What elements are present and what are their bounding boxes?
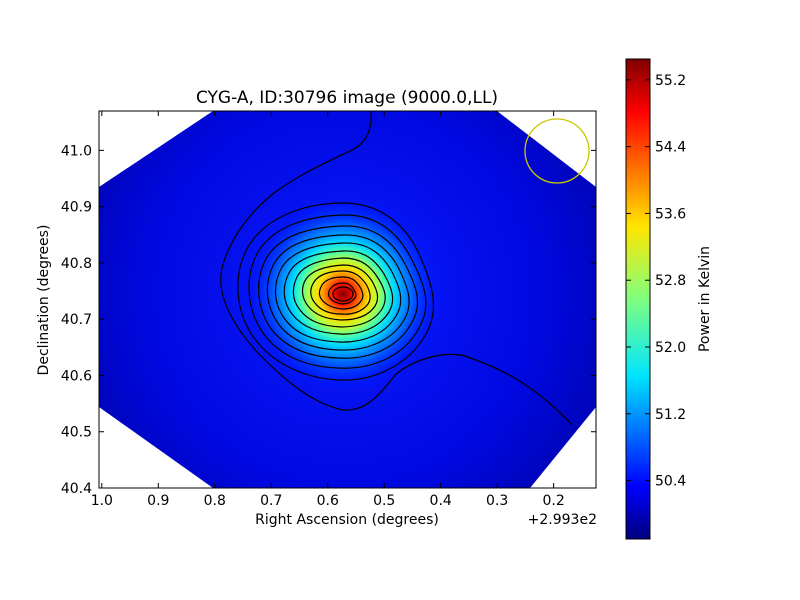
colorbar: 50.4 51.2 52.0 52.8 53.6 54.4 55.2 Power in Ke… — [625, 58, 713, 540]
x-axis-offset: +2.993e2 — [528, 512, 597, 528]
contour-10 — [310, 270, 371, 315]
contour-5 — [266, 234, 410, 351]
y-tick-label: 40.7 — [61, 312, 92, 328]
colorbar-tick-label: 52.8 — [655, 273, 686, 289]
y-tick-label: 41.0 — [61, 143, 92, 159]
colorbar-tick-label: 50.4 — [655, 474, 686, 490]
contour-3 — [248, 214, 427, 369]
colorbar-tick-label: 51.2 — [655, 407, 686, 423]
beam-circle — [524, 118, 590, 184]
contour-outer — [220, 111, 573, 426]
x-axis: 1.0 0.9 0.8 0.7 0.6 0.5 0.4 0.3 0.2 — [91, 111, 565, 509]
colorbar-tick-label: 53.6 — [655, 206, 686, 222]
contour-lines — [220, 111, 573, 426]
y-tick-label: 40.8 — [61, 256, 92, 272]
x-tick-label: 0.8 — [204, 493, 226, 509]
y-axis: 40.4 40.5 40.6 40.7 40.8 40.9 41.0 — [61, 143, 596, 497]
contour-7 — [283, 250, 394, 335]
contour-4 — [258, 225, 419, 359]
x-tick-label: 1.0 — [91, 493, 113, 509]
colorbar-tick-label: 54.4 — [655, 140, 686, 156]
plot-area — [98, 110, 597, 489]
x-tick-label: 0.3 — [486, 493, 508, 509]
contour-11 — [318, 276, 364, 310]
x-tick-label: 0.4 — [430, 493, 452, 509]
emission-peak — [231, 199, 455, 389]
contour-6 — [274, 242, 402, 343]
x-axis-label: Right Ascension (degrees) — [255, 512, 439, 528]
colorbar-tick-label: 52.0 — [655, 340, 686, 356]
plot-frame — [98, 110, 597, 489]
x-tick-label: 0.2 — [543, 493, 565, 509]
colorbar-tick-label: 55.2 — [655, 73, 686, 89]
chart-title: CYG-A, ID:30796 image (9000.0,LL) — [196, 88, 498, 108]
contour-8 — [292, 257, 386, 328]
x-tick-label: 0.5 — [373, 493, 395, 509]
y-tick-label: 40.9 — [61, 200, 92, 216]
colorbar-label: Power in Kelvin — [697, 246, 713, 352]
x-tick-label: 0.9 — [147, 493, 169, 509]
x-tick-label: 0.7 — [260, 493, 282, 509]
x-tick-label: 0.6 — [317, 493, 339, 509]
y-tick-label: 40.4 — [61, 481, 92, 497]
contour-peak — [332, 286, 354, 302]
y-tick-label: 40.5 — [61, 425, 92, 441]
y-tick-label: 40.6 — [61, 368, 92, 384]
contour-12 — [328, 282, 357, 305]
colorbar-gradient — [625, 58, 651, 540]
y-axis-label: Declination (degrees) — [36, 225, 52, 376]
contour-2 — [237, 202, 434, 381]
contour-9 — [301, 264, 379, 321]
colorbar-axis: 50.4 51.2 52.0 52.8 53.6 54.4 55.2 — [626, 73, 686, 490]
